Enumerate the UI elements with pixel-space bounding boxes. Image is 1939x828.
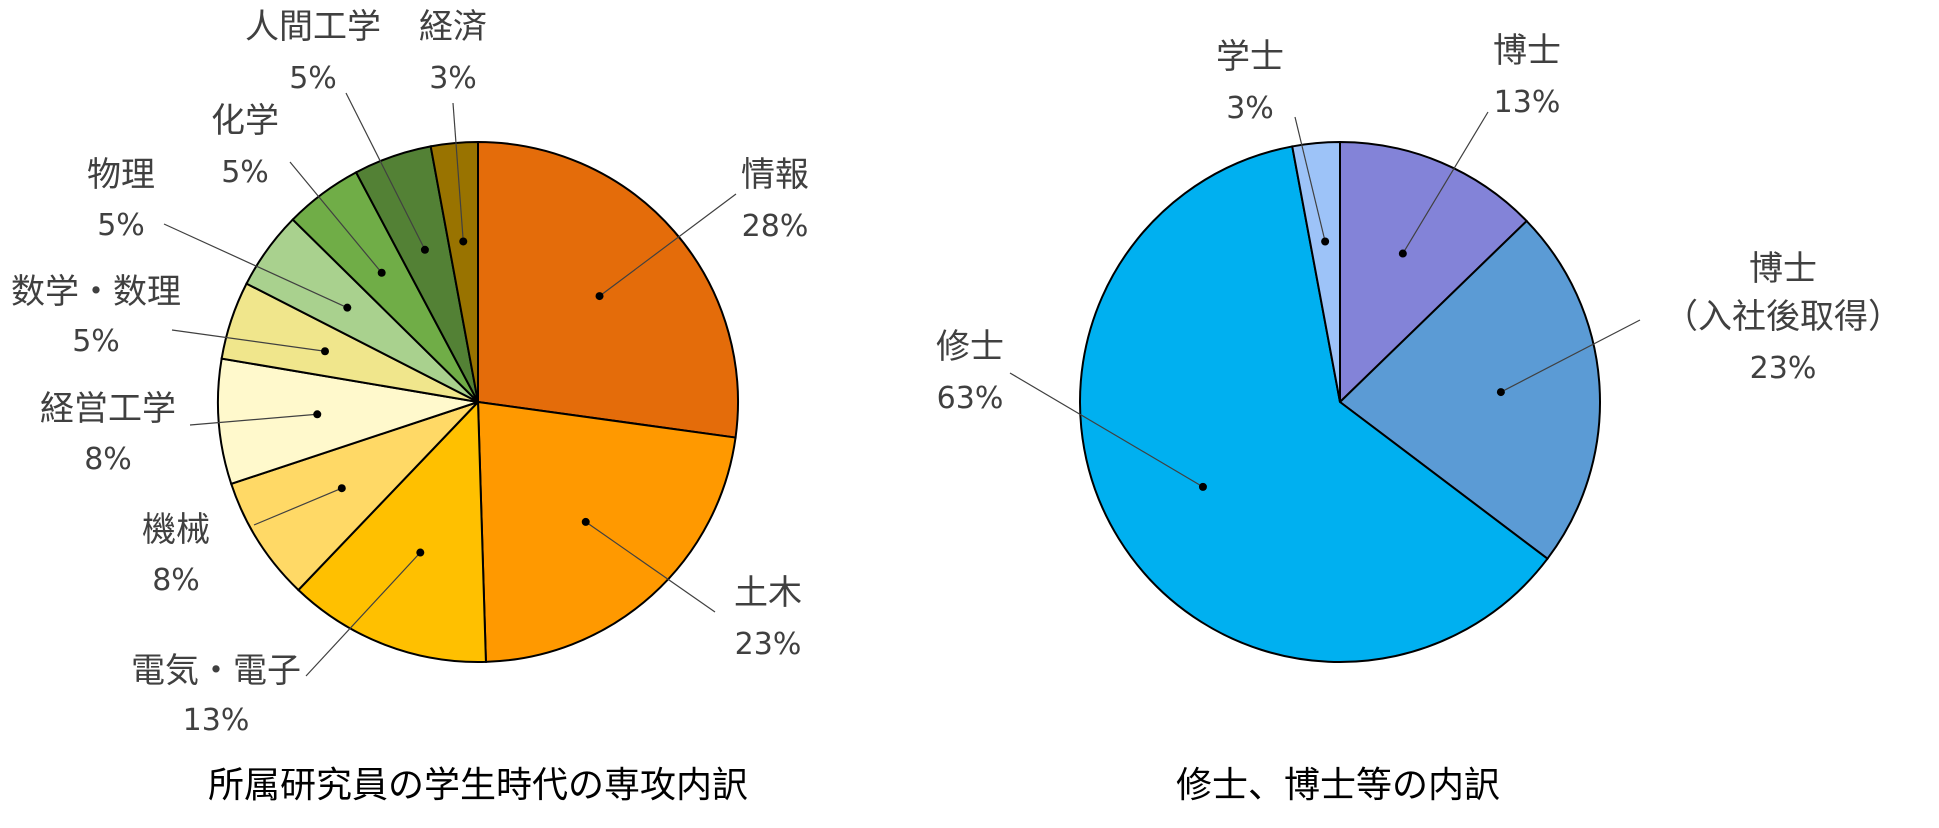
leader-line	[1294, 116, 1326, 242]
leader-line	[289, 161, 383, 274]
pie-slice	[296, 399, 487, 663]
leader-dot	[313, 410, 322, 419]
pie-slice	[1079, 145, 1549, 664]
slice-name-label: 化学	[211, 101, 279, 141]
major-breakdown-chart-title: 所属研究員の学生時代の専攻内訳	[208, 765, 748, 806]
slice-value-label: 8%	[84, 442, 132, 477]
pie-slice	[476, 400, 737, 663]
slice-name-label: 博士（入社後取得）	[1664, 249, 1902, 337]
pie-slice	[1291, 140, 1341, 403]
degree-breakdown-pie-chart: 博士 13% 博士（入社後取得） 23% 修士 63% 学士 3% 修士、博士等の内訳	[936, 31, 1902, 806]
pie-slice	[1339, 140, 1529, 405]
leader-dot	[1398, 249, 1407, 258]
slice-value-label: 5%	[97, 208, 145, 243]
major-breakdown-pie-chart: 情報 28% 土木 23% 電気・電子 13% 機械 8% 経営工学 8% 数学・数理 5% 物理 5% 化…	[11, 7, 809, 806]
leader-line	[452, 102, 464, 242]
leader-line	[1500, 319, 1641, 393]
slice-name-label: 修士	[936, 327, 1004, 367]
leader-dot	[420, 245, 429, 254]
pie-slice	[217, 357, 479, 486]
slice-value-label: 5%	[72, 324, 120, 359]
slice-value-label: 8%	[152, 563, 200, 598]
leader-dot	[377, 268, 386, 277]
slice-value-label: 3%	[429, 61, 477, 96]
leader-dot	[321, 347, 329, 356]
slice-name-label: 土木	[734, 573, 802, 613]
slice-name-label: 人間工学	[245, 7, 381, 47]
leader-dot	[1321, 237, 1330, 246]
slice-value-label: 13%	[183, 703, 250, 738]
leader-line	[345, 92, 426, 251]
leader-dot	[459, 237, 468, 246]
leader-line	[585, 521, 716, 613]
slice-name-label: 経済	[419, 7, 487, 47]
slice-name-label: 博士	[1493, 31, 1561, 71]
slice-value-label: 5%	[221, 155, 269, 190]
pie-slice	[229, 401, 479, 592]
slice-value-label: 28%	[742, 209, 809, 244]
leader-line	[599, 193, 737, 297]
leader-dot	[581, 517, 590, 526]
leader-dot	[1198, 482, 1207, 491]
slice-name-label: 物理	[87, 155, 155, 195]
leader-dot	[416, 548, 425, 557]
slice-value-label: 13%	[1494, 85, 1561, 120]
leader-line	[305, 552, 421, 677]
pie-slice	[1338, 219, 1601, 561]
leader-dot	[337, 484, 346, 493]
leader-line	[1009, 372, 1204, 488]
leader-line	[1402, 111, 1489, 254]
slice-value-label: 23%	[735, 627, 802, 662]
leader-line	[253, 487, 343, 526]
leader-line	[171, 329, 326, 352]
slice-name-label: 機械	[142, 510, 210, 550]
slice-name-label: 数学・数理	[11, 272, 181, 312]
leader-dot	[595, 292, 604, 301]
leader-line	[163, 223, 348, 309]
leader-dot	[343, 303, 352, 312]
slice-value-label: 5%	[289, 61, 337, 96]
degree-breakdown-chart-title: 修士、博士等の内訳	[1176, 765, 1500, 806]
slice-value-label: 23%	[1750, 351, 1817, 386]
slice-name-label: 情報	[741, 155, 809, 195]
slice-name-label: 学士	[1216, 37, 1284, 77]
slice-value-label: 63%	[937, 381, 1004, 416]
slice-value-label: 3%	[1226, 91, 1274, 126]
pie-slice	[429, 140, 479, 403]
leader-line	[189, 413, 318, 426]
slice-name-label: 電気・電子	[131, 651, 301, 691]
leader-dot	[1496, 388, 1505, 397]
slice-name-label: 経営工学	[40, 389, 176, 429]
